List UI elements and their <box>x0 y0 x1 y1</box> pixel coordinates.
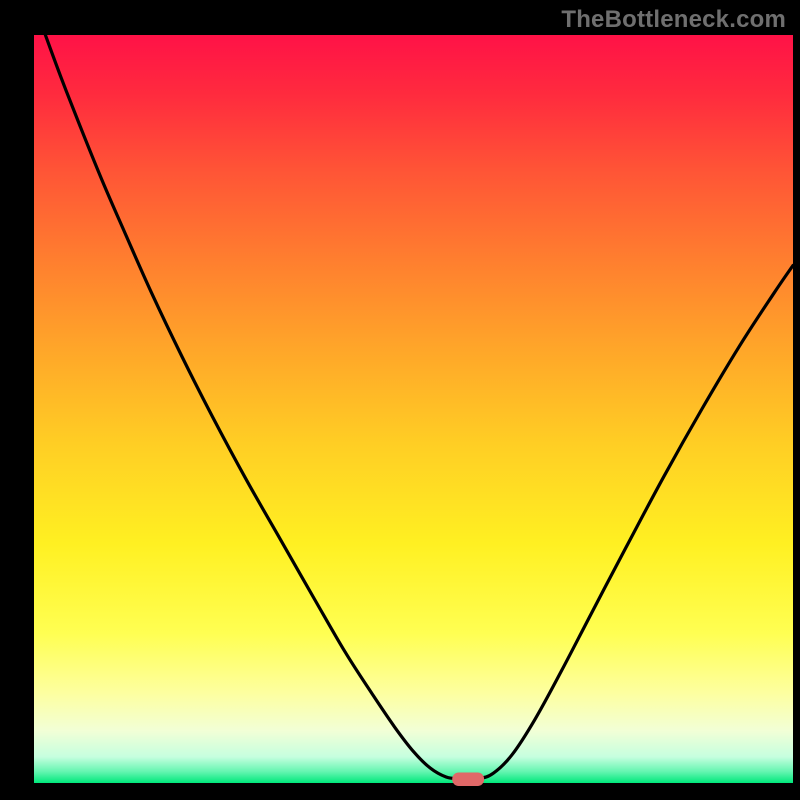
watermark-text: TheBottleneck.com <box>561 6 786 34</box>
optimal-marker <box>452 773 484 786</box>
plot-background <box>34 35 793 783</box>
chart-container: TheBottleneck.com <box>0 0 800 800</box>
bottleneck-chart <box>0 0 800 800</box>
